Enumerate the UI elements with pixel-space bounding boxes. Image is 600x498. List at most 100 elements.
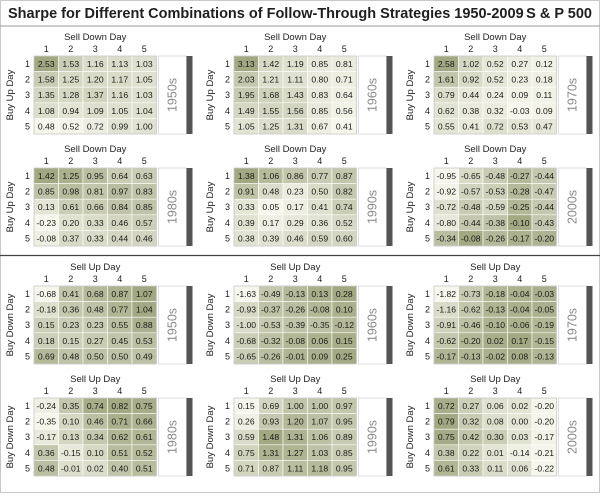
heatmap-panel-4: Sell Down Day 1 2 3 4 5 Buy Up Day 1 2 3 4 5 1.42 1.2…: [5, 144, 193, 247]
col-tick-label: 5: [542, 274, 547, 284]
cell-value-label: 1.05: [136, 75, 153, 85]
row-tick-label: 1: [25, 401, 30, 411]
cell-value-label: -0.05: [534, 305, 554, 315]
heatmap-panel-7: Sell Up Day 1 2 3 4 5 Buy Down Day 1 2 3 4 5 -0.68 0.…: [5, 262, 193, 365]
row-tick-label: 4: [25, 218, 30, 228]
cell-value-label: 0.10: [336, 305, 353, 315]
cell-value-label: 1.03: [136, 90, 153, 100]
cell-value-label: 0.97: [111, 187, 128, 197]
cell-value-label: 0.50: [311, 187, 328, 197]
cell-value-label: 0.02: [487, 336, 504, 346]
row-tick-label: 5: [425, 121, 430, 131]
cell-value-label: 0.60: [336, 233, 353, 243]
row-tick-label: 3: [25, 320, 30, 330]
cell-value-label: 1.35: [38, 90, 55, 100]
row-tick-label: 3: [225, 320, 230, 330]
cell-value-label: -0.18: [36, 305, 56, 315]
grid-outline: [33, 397, 157, 477]
cell-value-label: -0.65: [236, 351, 256, 361]
cell-value-label: 0.32: [487, 106, 504, 116]
cell-value-label: 0.18: [536, 75, 553, 85]
cell-value-label: -0.20: [534, 233, 554, 243]
cell-value-label: 1.04: [136, 106, 153, 116]
cell-value-label: 0.91: [238, 187, 255, 197]
cell-value-label: 0.92: [462, 75, 479, 85]
col-tick-label: 2: [468, 44, 473, 54]
cell-value-label: 1.13: [111, 59, 128, 69]
row-tick-label: 4: [225, 106, 230, 116]
cell-value-label: 0.59: [311, 233, 328, 243]
cell-value-label: 0.71: [336, 75, 353, 85]
cell-value-label: -0.13: [534, 351, 554, 361]
row-axis-title: Buy Up Day: [405, 69, 416, 120]
cell-value-label: 0.38: [238, 233, 255, 243]
cell-value-label: -0.37: [261, 305, 281, 315]
row-tick-label: 3: [25, 202, 30, 212]
col-tick-label: 2: [68, 44, 73, 54]
row-tick-label: 2: [225, 187, 230, 197]
cell-value-label: 0.18: [38, 336, 55, 346]
cell-value-label: 0.15: [336, 336, 353, 346]
cell-value-label: -0.17: [36, 432, 56, 442]
cell-value-label: -0.26: [485, 233, 505, 243]
cell-value-label: 0.41: [336, 121, 353, 131]
cell-value-label: -0.13: [461, 351, 481, 361]
row-tick-label: 4: [225, 336, 230, 346]
cell-value-label: 1.31: [287, 121, 304, 131]
cell-value-label: 0.79: [438, 417, 455, 427]
cell-value-label: 0.93: [262, 417, 279, 427]
cell-value-label: 0.34: [87, 432, 104, 442]
cell-value-label: -0.44: [534, 171, 554, 181]
cell-value-label: -0.20: [534, 417, 554, 427]
cell-value-label: -0.43: [534, 218, 554, 228]
cell-value-label: 0.50: [111, 351, 128, 361]
row-tick-label: 1: [225, 171, 230, 181]
cell-value-label: 0.83: [136, 187, 153, 197]
cell-value-label: 0.59: [238, 432, 255, 442]
decade-tab: [558, 55, 587, 135]
cell-value-label: 0.15: [238, 401, 255, 411]
cell-value-label: 0.35: [62, 401, 79, 411]
cell-value-label: 0.41: [311, 202, 328, 212]
cell-value-label: 0.75: [438, 432, 455, 442]
cell-value-label: 0.75: [238, 448, 255, 458]
cell-value-label: 0.48: [87, 305, 104, 315]
row-tick-label: 2: [25, 75, 30, 85]
row-axis-title: Buy Up Day: [5, 69, 16, 120]
cell-value-label: 0.64: [336, 90, 353, 100]
col-axis-title: Sell Up Day: [70, 374, 120, 385]
heatmap-panel-10: Sell Up Day 1 2 3 4 5 Buy Down Day 1 2 3 4 5 -0.24 0.…: [5, 374, 193, 477]
heatmap-panel-5: Sell Down Day 1 2 3 4 5 Buy Up Day 1 2 3 4 5 1.38 1.0…: [205, 144, 393, 247]
cell-value-label: -0.46: [461, 320, 481, 330]
cell-value-label: 0.77: [311, 171, 328, 181]
cell-value-label: 1.56: [287, 106, 304, 116]
cell-value-label: 0.99: [111, 121, 128, 131]
cell-value-label: -0.34: [436, 233, 456, 243]
col-tick-label: 1: [44, 274, 49, 284]
grid-outline: [33, 285, 157, 365]
row-tick-label: 5: [25, 463, 30, 473]
cell-value-label: -0.13: [485, 305, 505, 315]
cell-value-label: 0.83: [311, 90, 328, 100]
cell-value-label: 2.53: [38, 59, 55, 69]
cell-value-label: -0.17: [436, 351, 456, 361]
cell-value-label: 0.33: [238, 202, 255, 212]
decade-label: 1980s: [166, 420, 180, 454]
cell-value-label: 0.55: [438, 121, 455, 131]
row-axis-title: Buy Up Day: [205, 181, 216, 232]
cell-value-label: 0.50: [87, 351, 104, 361]
col-axis-title: Sell Down Day: [64, 32, 127, 43]
cell-value-label: 1.02: [462, 59, 479, 69]
cell-value-label: 0.25: [336, 351, 353, 361]
cell-value-label: 0.10: [62, 417, 79, 427]
cell-value-label: 0.45: [111, 336, 128, 346]
cell-value-label: -0.21: [534, 448, 554, 458]
cell-value-label: 0.33: [87, 218, 104, 228]
cell-value-label: 0.87: [111, 289, 128, 299]
cell-value-label: 0.48: [62, 351, 79, 361]
row-axis-title: Buy Down Day: [205, 293, 216, 356]
decade-tab: [358, 55, 387, 135]
cell-value-label: 0.79: [438, 90, 455, 100]
decade-tab: [558, 397, 587, 477]
cell-value-label: 1.18: [311, 463, 328, 473]
